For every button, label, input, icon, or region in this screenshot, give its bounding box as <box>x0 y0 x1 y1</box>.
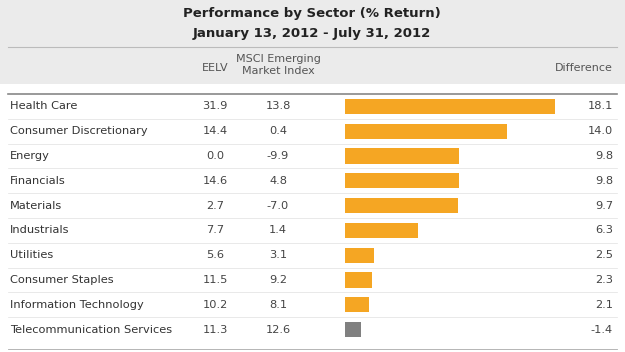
Text: 11.5: 11.5 <box>202 275 228 285</box>
Text: 2.7: 2.7 <box>206 201 224 210</box>
Bar <box>345 99 555 114</box>
Text: Consumer Discretionary: Consumer Discretionary <box>10 126 147 136</box>
Text: 9.8: 9.8 <box>595 176 613 186</box>
Text: Information Technology: Information Technology <box>10 300 144 310</box>
Text: 14.0: 14.0 <box>588 126 613 136</box>
Text: 14.4: 14.4 <box>202 126 228 136</box>
Text: 4.8: 4.8 <box>269 176 287 186</box>
Text: Industrials: Industrials <box>10 225 69 235</box>
Bar <box>345 223 418 238</box>
Bar <box>0 0 625 84</box>
Text: 1.4: 1.4 <box>269 225 287 235</box>
Text: Difference: Difference <box>555 63 613 73</box>
Bar <box>345 148 459 164</box>
Bar <box>345 322 361 337</box>
Text: EELV: EELV <box>202 63 228 73</box>
Bar <box>0 84 625 352</box>
Text: Health Care: Health Care <box>10 101 78 111</box>
Text: 0.4: 0.4 <box>269 126 287 136</box>
Text: 11.3: 11.3 <box>202 325 228 335</box>
Text: 12.6: 12.6 <box>266 325 291 335</box>
Text: January 13, 2012 - July 31, 2012: January 13, 2012 - July 31, 2012 <box>193 27 431 40</box>
Text: MSCI Emerging
Market Index: MSCI Emerging Market Index <box>236 54 321 76</box>
Text: 8.1: 8.1 <box>269 300 287 310</box>
Text: 5.6: 5.6 <box>206 250 224 260</box>
Text: Financials: Financials <box>10 176 66 186</box>
Bar <box>345 198 458 213</box>
Text: -7.0: -7.0 <box>267 201 289 210</box>
Text: 2.3: 2.3 <box>595 275 613 285</box>
Text: 2.1: 2.1 <box>595 300 613 310</box>
Text: 13.8: 13.8 <box>266 101 291 111</box>
Text: 3.1: 3.1 <box>269 250 287 260</box>
Bar <box>345 297 369 313</box>
Text: 2.5: 2.5 <box>595 250 613 260</box>
Text: -1.4: -1.4 <box>591 325 613 335</box>
Text: 0.0: 0.0 <box>206 151 224 161</box>
Bar <box>345 247 374 263</box>
Text: 9.7: 9.7 <box>595 201 613 210</box>
Text: 9.8: 9.8 <box>595 151 613 161</box>
Text: 10.2: 10.2 <box>202 300 228 310</box>
Text: Utilities: Utilities <box>10 250 53 260</box>
Text: Consumer Staples: Consumer Staples <box>10 275 114 285</box>
Text: 7.7: 7.7 <box>206 225 224 235</box>
Text: Materials: Materials <box>10 201 62 210</box>
Bar <box>345 173 459 188</box>
Text: Telecommunication Services: Telecommunication Services <box>10 325 172 335</box>
Text: 14.6: 14.6 <box>202 176 228 186</box>
Text: 31.9: 31.9 <box>202 101 228 111</box>
Text: Performance by Sector (% Return): Performance by Sector (% Return) <box>183 7 441 20</box>
Text: 6.3: 6.3 <box>595 225 613 235</box>
Text: -9.9: -9.9 <box>267 151 289 161</box>
Text: Energy: Energy <box>10 151 50 161</box>
Text: 9.2: 9.2 <box>269 275 287 285</box>
Text: 18.1: 18.1 <box>588 101 613 111</box>
Bar <box>345 272 372 288</box>
Bar <box>345 124 508 139</box>
